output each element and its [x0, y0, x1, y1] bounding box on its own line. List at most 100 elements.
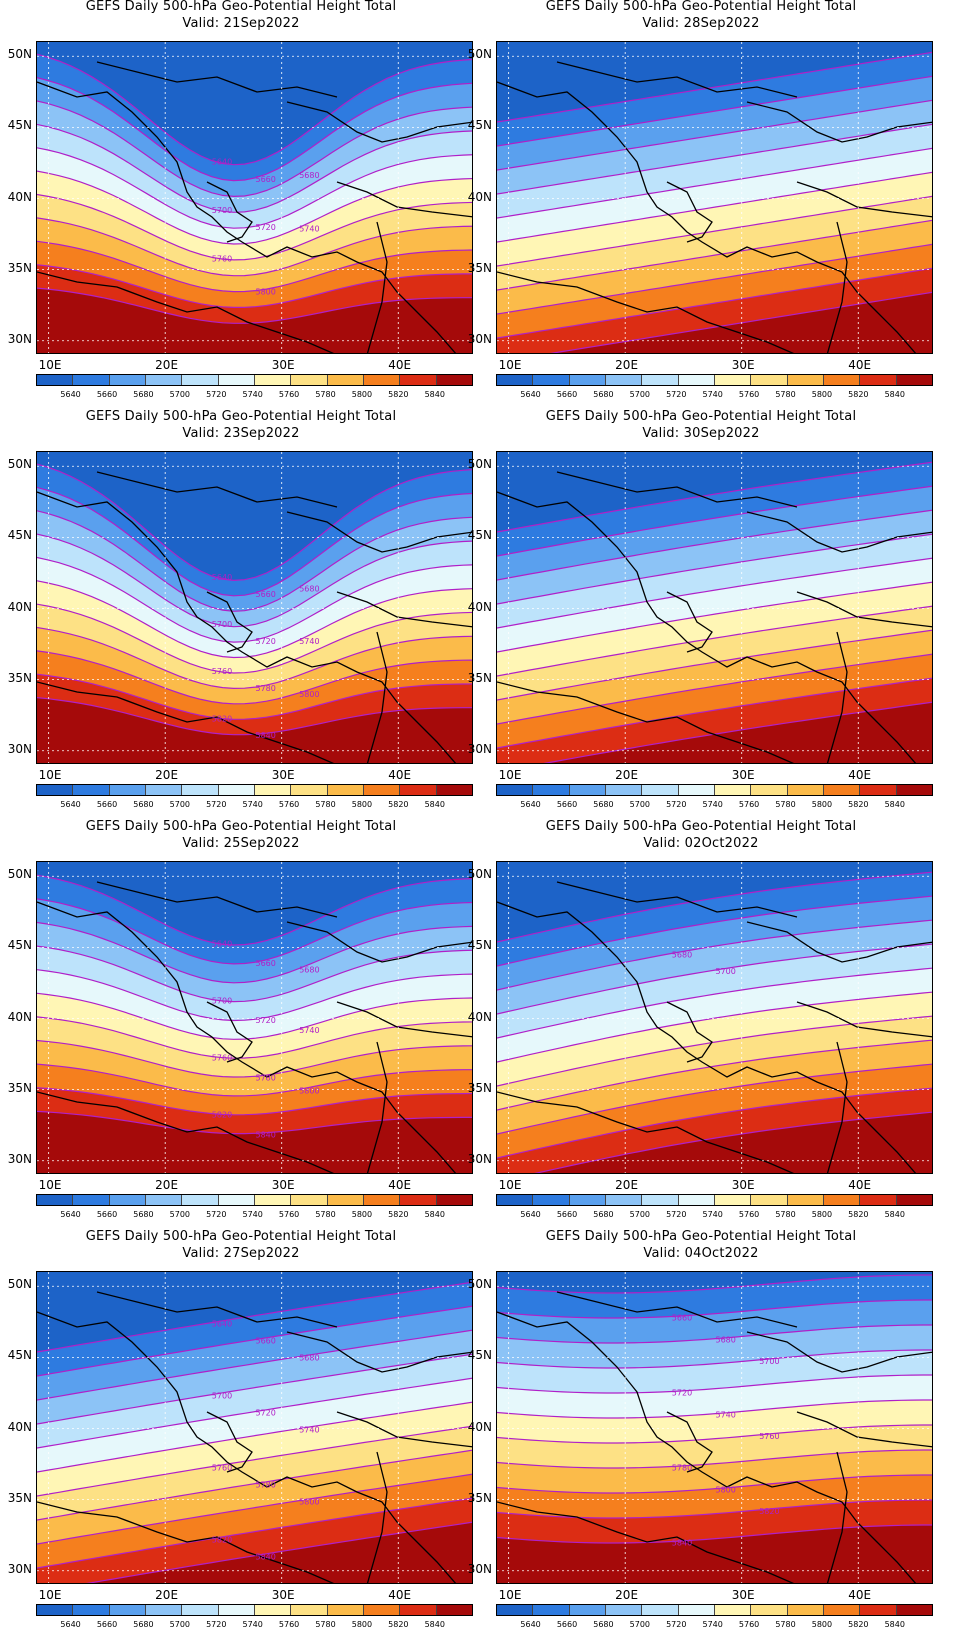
panel-valid-date: Valid: 02Oct2022 [643, 836, 759, 851]
latitude-tick-label: 50N [7, 457, 32, 472]
contour-label: 5740 [299, 637, 319, 646]
contour-label: 5820 [212, 1111, 232, 1120]
colorbar-swatch [400, 1605, 437, 1615]
contour-label: 5720 [256, 1016, 276, 1025]
coastline [37, 1501, 335, 1583]
contour-line [497, 1274, 932, 1294]
contour-line [37, 1473, 472, 1545]
longitude-tick-label: 40E [848, 1178, 872, 1192]
coastline [206, 1411, 253, 1473]
colorbar-level-label: 5840 [884, 1620, 905, 1629]
colorbar-swatch [400, 1195, 437, 1205]
colorbar-level-label: 5680 [593, 1210, 614, 1219]
latitude-tick-label: 50N [467, 867, 492, 882]
colorbar-level-label: 5740 [702, 390, 723, 399]
contour-label: 5800 [299, 1498, 319, 1507]
contour-label: 5660 [256, 590, 276, 599]
contour-line [37, 1063, 472, 1097]
colorbar [36, 374, 473, 386]
height-field-map: 5640 5660 5680 5700 5720 5740 5760 5780 5800 5820… [36, 1271, 473, 1584]
colorbar-level-label: 5820 [388, 390, 409, 399]
colorbar-level-label: 5700 [169, 390, 191, 399]
colorbar-level-label: 5820 [848, 800, 869, 809]
latitude-tick-label: 40N [467, 599, 492, 614]
colorbar-level-label: 5720 [666, 800, 687, 809]
latitude-tick-label: 30N [7, 1151, 32, 1166]
colorbar-swatch [400, 375, 437, 385]
contour-line [37, 1087, 472, 1116]
colorbar-level-label: 5800 [351, 800, 373, 809]
contour-label: 5680 [716, 1336, 736, 1345]
colorbar-level-label: 5680 [133, 1210, 154, 1219]
latitude-tick-label: 45N [467, 1348, 492, 1363]
height-field-map [496, 451, 933, 764]
latitude-tick-label: 35N [467, 1490, 492, 1505]
coastline [497, 901, 917, 1173]
colorbar-swatch [37, 1195, 74, 1205]
contour-label: 5740 [716, 1411, 736, 1420]
longitude-tick-label: 20E [155, 768, 179, 782]
contour-line [37, 510, 472, 612]
coastline [206, 591, 253, 653]
colorbar-level-label: 5760 [738, 1210, 760, 1219]
longitude-tick-label: 10E [498, 1588, 522, 1602]
colorbar-level-label: 5660 [556, 800, 578, 809]
colorbar-level-label: 5780 [315, 1620, 336, 1629]
contour-line [497, 557, 932, 629]
colorbar-level-label: 5840 [884, 800, 905, 809]
contour-label: 5660 [672, 1314, 692, 1323]
colorbar-swatch [751, 785, 788, 795]
colorbar-level-label: 5640 [520, 800, 541, 809]
contour-label: 5680 [299, 171, 319, 180]
contour-line [37, 264, 472, 308]
colorbar-swatch [363, 785, 401, 795]
latitude-tick-label: 40N [467, 1009, 492, 1024]
contour-label: 5800 [299, 1086, 319, 1095]
map-panel: GEFS Daily 500-hPa Geo-Potential Height … [460, 1224, 942, 1634]
contour-label: 5660 [256, 959, 276, 968]
contour-label: 5820 [759, 1507, 779, 1516]
longitude-tick-label: 10E [38, 1588, 62, 1602]
contour-line [37, 77, 472, 182]
contour-line [497, 991, 932, 1063]
contour-label: 5640 [212, 158, 232, 167]
coastline [37, 81, 457, 353]
latitude-tick-label: 45N [7, 938, 32, 953]
longitude-tick-label: 20E [615, 358, 639, 372]
colorbar-swatch [182, 785, 219, 795]
band-fill [497, 862, 932, 942]
colorbar-level-label: 5640 [520, 1620, 541, 1629]
colorbar-swatch [823, 785, 861, 795]
contour-label: 5840 [672, 1539, 692, 1548]
contour-line [549, 291, 932, 353]
colorbar-swatch [218, 1195, 255, 1205]
colorbar-swatch [823, 375, 861, 385]
band-fill [37, 42, 472, 165]
map-panel: GEFS Daily 500-hPa Geo-Potential Height … [0, 404, 482, 814]
colorbar-swatch [182, 1605, 219, 1615]
contour-line [497, 677, 932, 749]
height-field-map [496, 41, 933, 354]
contour-line [497, 485, 932, 557]
contour-line [497, 75, 932, 147]
latitude-tick-label: 35N [7, 1080, 32, 1095]
longitude-tick-label: 30E [731, 768, 755, 782]
colorbar-swatch [787, 1195, 824, 1205]
latitude-tick-label: 45N [7, 1348, 32, 1363]
colorbar-level-label: 5640 [520, 390, 541, 399]
coastline [497, 491, 917, 763]
latitude-tick-label: 30N [467, 741, 492, 756]
colorbar-swatch [787, 785, 824, 795]
contour-line [497, 629, 932, 701]
colorbar-level-label: 5760 [738, 390, 760, 399]
colorbar-level-label: 5700 [169, 1620, 191, 1629]
colorbar [36, 1604, 473, 1616]
coastline [796, 1411, 932, 1448]
contour-label: 5700 [759, 1357, 779, 1366]
colorbar-swatch [327, 785, 364, 795]
contour-line [37, 1377, 472, 1449]
contour-line [497, 267, 932, 339]
contour-label: 5680 [672, 950, 692, 959]
contour-line [37, 486, 472, 597]
map-panel: GEFS Daily 500-hPa Geo-Potential Height … [0, 1224, 482, 1634]
